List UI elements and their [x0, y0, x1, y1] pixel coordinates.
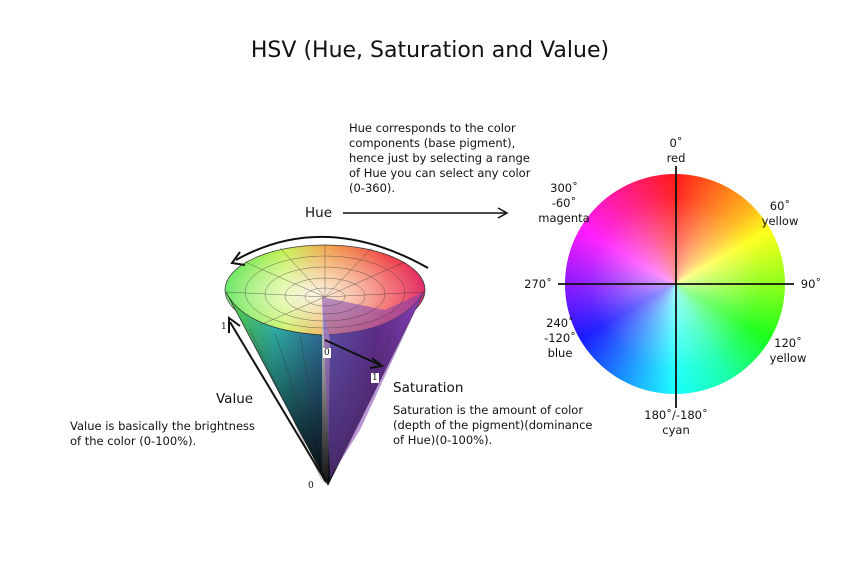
wheel-degree: 300˚: [550, 181, 578, 195]
wheel-color-name: magenta: [538, 211, 590, 225]
wheel-label-300: 300˚ -60˚ magenta: [532, 181, 596, 226]
value-note-line: of the color (0-100%).: [70, 434, 197, 448]
hue-note-line: Hue corresponds to the color: [349, 121, 516, 135]
cone-saturation-min-label: 0: [323, 348, 331, 358]
wheel-color-name: yellow: [761, 214, 799, 228]
wheel-degree: 180˚/-180˚: [644, 408, 708, 422]
saturation-label: Saturation: [393, 380, 464, 396]
wheel-color-name: red: [666, 151, 686, 165]
page-title: HSV (Hue, Saturation and Value): [250, 38, 610, 63]
wheel-label-90: 90˚: [800, 277, 822, 291]
cone-saturation-max-label: 1: [371, 373, 379, 383]
saturation-note-line: (depth of the pigment)(dominance: [393, 418, 593, 432]
hue-label: Hue: [305, 205, 333, 221]
wheel-label-240: 240˚ -120˚ blue: [530, 316, 590, 361]
wheel-label-60: 60˚ yellow: [752, 199, 808, 229]
value-note: Value is basically the brightness of the…: [70, 419, 255, 449]
hue-note-line: (0-360).: [349, 181, 396, 195]
wheel-label-180: 180˚/-180˚ cyan: [636, 408, 716, 438]
wheel-degree-negative: -120˚: [544, 331, 576, 345]
wheel-degree-negative: -60˚: [551, 196, 577, 210]
hue-note-line: components (base pigment),: [349, 136, 516, 150]
wheel-label-270: 270˚: [524, 277, 552, 291]
wheel-degree: 120˚: [774, 336, 802, 350]
wheel-color-name: cyan: [662, 423, 690, 437]
wheel-label-0: 0˚ red: [652, 136, 700, 166]
wheel-degree: 60˚: [769, 199, 791, 213]
cone-value-max-label: 1: [221, 322, 227, 332]
hue-note: Hue corresponds to the color components …: [349, 121, 530, 196]
wheel-color-name: blue: [547, 346, 573, 360]
cone-value-min-label: 0: [308, 481, 314, 491]
wheel-label-120: 120˚ yellow: [760, 336, 816, 366]
hue-note-line: hence just by selecting a range: [349, 151, 530, 165]
wheel-degree: 0˚: [669, 136, 683, 150]
value-note-line: Value is basically the brightness: [70, 419, 256, 433]
hue-note-line: of Hue you can select any color: [349, 166, 531, 180]
saturation-note: Saturation is the amount of color (depth…: [393, 403, 592, 448]
wheel-color-name: yellow: [769, 351, 807, 365]
saturation-note-line: of Hue)(0-100%).: [393, 433, 493, 447]
saturation-note-line: Saturation is the amount of color: [393, 403, 584, 417]
value-label: Value: [216, 391, 254, 407]
wheel-degree: 240˚: [546, 316, 574, 330]
